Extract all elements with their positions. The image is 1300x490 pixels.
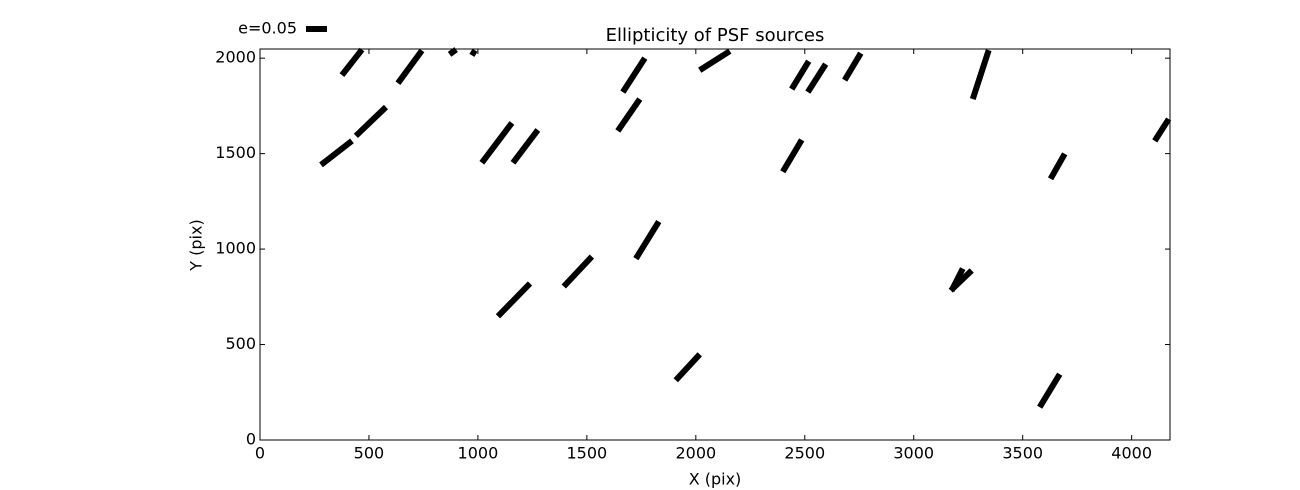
plot-frame xyxy=(259,48,1171,441)
whisker xyxy=(561,254,595,289)
whisker xyxy=(479,121,515,165)
whisker xyxy=(673,352,702,383)
whisker xyxy=(698,48,732,73)
whisker xyxy=(1152,117,1172,143)
whisker xyxy=(495,281,533,319)
legend-label: e=0.05 xyxy=(238,19,297,38)
whisker xyxy=(447,47,458,57)
y-tick-label: 1000 xyxy=(215,239,256,258)
whisker xyxy=(805,62,829,94)
whisker xyxy=(1037,372,1063,409)
whisker xyxy=(510,128,541,165)
whisker xyxy=(969,49,992,100)
y-tick-label: 1500 xyxy=(215,143,256,162)
whisker xyxy=(948,267,966,292)
whisker xyxy=(1047,152,1068,181)
chart-title: Ellipticity of PSF sources xyxy=(606,25,825,46)
x-tick-label: 2000 xyxy=(675,444,716,463)
whisker xyxy=(395,48,425,85)
whisker xyxy=(339,47,365,78)
x-tick-label: 2500 xyxy=(784,444,825,463)
x-tick-label: 3000 xyxy=(893,444,934,463)
whisker xyxy=(620,56,648,94)
x-tick-label: 4000 xyxy=(1111,444,1152,463)
x-axis-label: X (pix) xyxy=(689,470,742,489)
y-axis-label: Y (pix) xyxy=(187,219,206,271)
x-tick-label: 500 xyxy=(354,444,385,463)
x-tick-label: 3500 xyxy=(1002,444,1043,463)
whisker xyxy=(633,220,662,261)
y-tick-label: 2000 xyxy=(215,48,256,67)
whisker xyxy=(789,59,812,91)
x-tick-label: 0 xyxy=(255,444,265,463)
x-tick-label: 1500 xyxy=(567,444,608,463)
x-tick-label: 1000 xyxy=(458,444,499,463)
whisker xyxy=(319,138,354,168)
whisker xyxy=(780,138,805,174)
whisker xyxy=(615,97,643,133)
whisker xyxy=(469,48,478,57)
whisker xyxy=(842,51,864,82)
y-tick-label: 0 xyxy=(246,430,256,449)
y-tick-label: 500 xyxy=(225,334,256,353)
whisker xyxy=(353,104,389,139)
